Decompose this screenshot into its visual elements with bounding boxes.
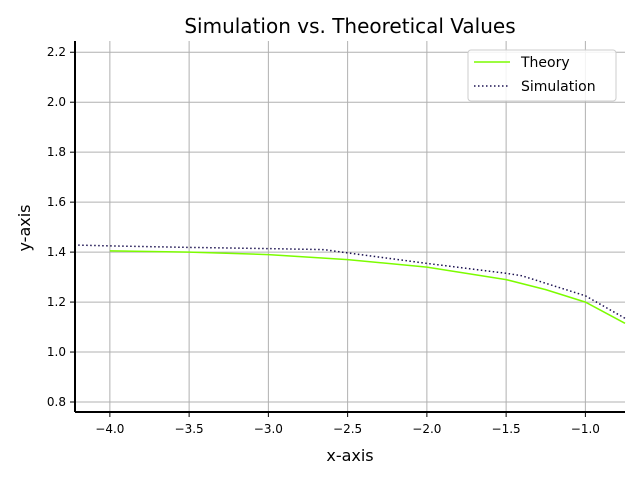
legend-label-theory: Theory bbox=[520, 55, 570, 71]
legend: Theory Simulation bbox=[467, 49, 617, 102]
x-tick-label: −1.5 bbox=[492, 422, 521, 436]
y-tick-label: 1.0 bbox=[47, 345, 66, 359]
series-line-simulation bbox=[78, 244, 626, 319]
x-axis-label: x-axis bbox=[326, 446, 373, 465]
series-line-theory bbox=[109, 250, 626, 324]
x-tick-label: −3.0 bbox=[254, 422, 283, 436]
y-tick-label: 2.0 bbox=[47, 95, 66, 109]
y-tick-label: 1.2 bbox=[47, 295, 66, 309]
y-tick-label: 1.8 bbox=[47, 145, 66, 159]
x-tick-label: −2.0 bbox=[412, 422, 441, 436]
y-tick-label: 1.6 bbox=[47, 195, 66, 209]
x-tick-label: −2.5 bbox=[333, 422, 362, 436]
axes bbox=[74, 41, 625, 413]
ticks: −4.0 −3.5 −3.0 −2.5 −2.0 −1.5 −1.0 0.8 1.0 1.2 1.4… bbox=[47, 45, 600, 436]
y-axis-label: y-axis bbox=[15, 204, 34, 251]
y-tick-label: 1.4 bbox=[47, 245, 66, 259]
series-layer bbox=[78, 244, 626, 324]
x-tick-label: −4.0 bbox=[95, 422, 124, 436]
x-tick-label: −1.0 bbox=[571, 422, 600, 436]
y-tick-label: 2.2 bbox=[47, 45, 66, 59]
chart-title: Simulation vs. Theoretical Values bbox=[184, 14, 515, 38]
legend-label-simulation: Simulation bbox=[521, 79, 596, 95]
y-tick-label: 0.8 bbox=[47, 395, 66, 409]
x-tick-label: −3.5 bbox=[175, 422, 204, 436]
